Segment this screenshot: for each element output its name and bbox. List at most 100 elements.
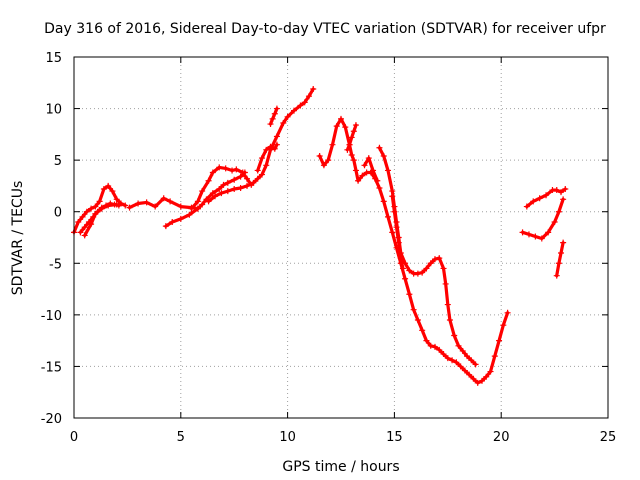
data-point-marker <box>126 204 133 211</box>
data-point-marker <box>440 265 447 272</box>
axis-ticks: 0 5 10 15 20 25 15 10 5 0 -5 -10 -15 -20 <box>41 51 617 445</box>
data-point-marker <box>491 353 498 360</box>
data-point-marker <box>399 265 406 272</box>
data-point-marker <box>291 107 298 114</box>
data-point-marker <box>525 231 532 238</box>
data-point-marker <box>414 317 421 324</box>
data-point-marker <box>239 169 246 176</box>
data-point-marker <box>483 373 490 380</box>
data-point-marker <box>244 175 251 182</box>
data-point-marker <box>263 146 270 153</box>
data-point-marker <box>562 186 569 193</box>
data-point-marker <box>370 167 377 174</box>
data-point-marker <box>427 260 434 267</box>
data-point-marker <box>263 162 270 169</box>
data-point-marker <box>374 177 381 184</box>
data-point-marker <box>244 182 251 189</box>
data-point-marker <box>81 224 88 231</box>
data-point-marker <box>316 153 323 160</box>
data-point-marker <box>98 205 105 212</box>
data-point-marker <box>75 219 82 226</box>
data-point-marker <box>231 176 238 183</box>
y-tick-label: -10 <box>41 309 62 324</box>
y-axis-label: SDTVAR / TECUs <box>10 181 26 296</box>
data-point-marker <box>211 193 218 200</box>
data-point-marker <box>532 233 539 240</box>
data-point-marker <box>348 134 355 141</box>
data-point-marker <box>216 164 223 171</box>
data-point-marker <box>457 363 464 370</box>
data-point-marker <box>555 208 562 215</box>
data-point-marker <box>254 167 261 174</box>
plot-frame <box>73 56 609 419</box>
data-series-trace <box>268 107 279 126</box>
data-point-marker <box>436 255 443 262</box>
data-point-marker <box>233 166 240 173</box>
data-point-marker <box>237 184 244 191</box>
x-tick-label: 10 <box>279 430 296 445</box>
data-point-marker <box>472 361 479 368</box>
data-point-marker <box>177 215 184 222</box>
data-point-marker <box>267 121 274 128</box>
data-point-marker <box>410 306 417 313</box>
data-point-marker <box>487 368 494 375</box>
data-point-marker <box>258 171 265 178</box>
data-point-marker <box>350 128 357 135</box>
data-point-marker <box>220 181 227 188</box>
data-point-marker <box>496 337 503 344</box>
data-point-marker <box>344 146 351 153</box>
data-point-marker <box>380 198 387 205</box>
data-point-marker <box>297 102 304 109</box>
data-point-marker <box>135 200 142 207</box>
x-tick-label: 5 <box>177 430 185 445</box>
data-point-marker <box>254 175 261 182</box>
data-point-marker <box>329 141 336 148</box>
data-point-marker <box>267 143 274 150</box>
data-point-marker <box>218 190 225 197</box>
data-point-marker <box>100 186 107 193</box>
data-point-marker <box>376 144 383 151</box>
data-point-marker <box>77 229 84 236</box>
x-axis-label: GPS time / hours <box>282 459 399 475</box>
data-point-marker <box>199 201 206 208</box>
data-point-marker <box>359 172 366 179</box>
data-point-marker <box>160 195 167 202</box>
data-point-marker <box>530 198 537 205</box>
data-point-marker <box>536 195 543 202</box>
data-point-marker <box>205 198 212 205</box>
data-point-marker <box>113 201 120 208</box>
data-point-marker <box>222 165 229 172</box>
data-point-marker <box>470 375 477 382</box>
data-point-marker <box>169 219 176 226</box>
data-point-marker <box>558 249 565 256</box>
data-point-marker <box>558 189 565 196</box>
data-point-marker <box>444 301 451 308</box>
data-point-marker <box>113 196 120 203</box>
data-point-marker <box>177 203 184 210</box>
data-point-marker <box>551 219 558 226</box>
data-point-marker <box>209 169 216 176</box>
x-tick-label: 15 <box>386 430 403 445</box>
data-point-marker <box>384 213 391 220</box>
data-point-marker <box>81 232 88 239</box>
y-tick-label: 0 <box>54 206 62 221</box>
y-tick-label: 5 <box>54 154 62 169</box>
data-point-marker <box>446 317 453 324</box>
data-point-marker <box>451 332 458 339</box>
data-point-marker <box>455 342 462 349</box>
data-point-marker <box>419 269 426 276</box>
data-point-marker <box>342 124 349 131</box>
data-point-marker <box>553 272 560 279</box>
data-point-marker <box>466 371 473 378</box>
plot-area <box>71 85 569 386</box>
data-point-marker <box>414 270 421 277</box>
data-point-marker <box>320 162 327 169</box>
data-point-marker <box>423 265 430 272</box>
data-point-marker <box>186 211 193 218</box>
y-tick-label: -20 <box>41 412 62 427</box>
data-point-marker <box>553 187 560 194</box>
data-point-marker <box>384 167 391 174</box>
data-series-trace <box>189 165 253 211</box>
data-point-marker <box>380 153 387 160</box>
data-point-marker <box>301 99 308 106</box>
